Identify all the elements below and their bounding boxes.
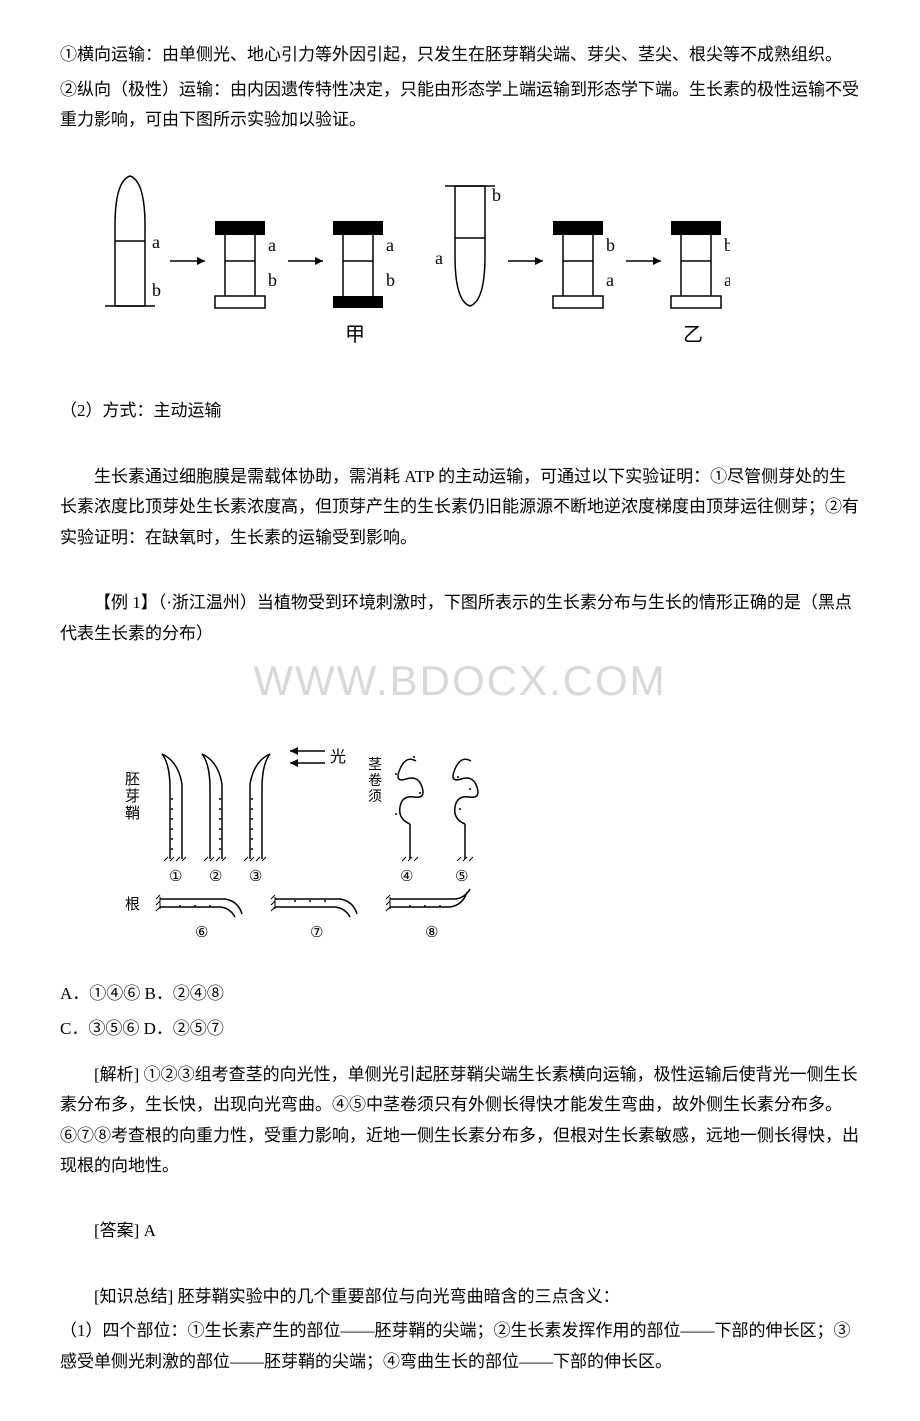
example-1-title: 【例 1】（·浙江温州）当植物受到环境刺激时，下图所表示的生长素分布与生长的情形… (60, 588, 860, 649)
root-8 (390, 889, 470, 907)
para-method-title: （2）方式：主动运输 (60, 396, 860, 427)
option-line-2: C．③⑤⑥ D．②⑤⑦ (60, 1014, 860, 1045)
watermark: WWW.BDOCX.COM (60, 643, 860, 719)
label-n1: ① (169, 869, 182, 885)
summary-title: [知识总结] 胚芽鞘实验中的几个重要部位与向光弯曲暗含的三点含义： (60, 1282, 860, 1313)
shoot-1 (162, 754, 182, 859)
label-a6: a (724, 270, 730, 290)
options-block: A．①④⑥ B．②④⑧ C．③⑤⑥ D．②⑤⑦ (60, 979, 860, 1044)
label-a2: a (268, 235, 276, 255)
shoot-3 (250, 754, 270, 859)
label-a4: a (435, 248, 443, 268)
label-a: a (152, 232, 160, 252)
label-b: b (152, 280, 161, 300)
label-n7: ⑦ (310, 925, 323, 941)
label-b5: b (606, 235, 615, 255)
label-n6: ⑥ (195, 925, 208, 941)
tendril-5 (453, 759, 478, 859)
tendril-4 (395, 756, 423, 859)
para-method-body: 生长素通过细胞膜是需载体协助，需消耗 ATP 的主动运输，可通过以下实验证明：①… (60, 462, 860, 554)
label-a5: a (606, 270, 614, 290)
label-b4: b (492, 185, 501, 205)
diagram-transport: a b a b a b 甲 (90, 156, 860, 367)
label-b2: b (268, 270, 277, 290)
label-light: 光 (330, 748, 346, 766)
para-transport-2: ②纵向（极性）运输：由内因遗传特性决定，只能由形态学上端运输到形态学下端。生长素… (60, 75, 860, 136)
example-svg: 胚 芽 鞘 (120, 729, 540, 949)
label-a3: a (386, 235, 394, 255)
shoot-2 (202, 754, 222, 859)
watermark-text: WWW.BDOCX.COM (253, 657, 666, 704)
para-transport-1: ①横向运输：由单侧光、地心引力等外因引起，只发生在胚芽鞘尖端、芽尖、茎尖、根尖等… (60, 40, 860, 71)
label-tendril-1: 茎 (368, 757, 382, 773)
label-b6: b (724, 235, 730, 255)
label-peiyaqiao-3: 鞘 (125, 805, 140, 822)
label-n2: ② (209, 869, 222, 885)
label-b3: b (386, 270, 395, 290)
option-line-1: A．①④⑥ B．②④⑧ (60, 979, 860, 1010)
label-n3: ③ (249, 869, 262, 885)
label-gen: 根 (125, 896, 140, 913)
transport-svg: a b a b a b 甲 (90, 156, 730, 356)
label-peiyaqiao-2: 芽 (125, 788, 140, 805)
answer-para: [答案] A (60, 1216, 860, 1247)
label-yi: 乙 (683, 324, 703, 346)
label-n4: ④ (400, 869, 413, 885)
label-tendril-2: 卷 (368, 773, 382, 789)
root-6 (160, 899, 242, 917)
label-peiyaqiao-1: 胚 (125, 771, 140, 788)
label-n8: ⑧ (425, 925, 438, 941)
summary-body: （1）四个部位：①生长素产生的部位——胚芽鞘的尖端；②生长素发挥作用的部位——下… (60, 1316, 860, 1377)
light-arrows: 光 (290, 747, 346, 767)
analysis-para: [解析] ①②③组考查茎的向光性，单侧光引起胚芽鞘尖端生长素横向运输，极性运输后… (60, 1060, 860, 1182)
label-n5: ⑤ (455, 869, 468, 885)
label-jia: 甲 (345, 324, 365, 346)
root-7 (275, 899, 357, 917)
label-tendril-3: 须 (368, 789, 382, 805)
diagram-example: 胚 芽 鞘 (120, 729, 860, 960)
